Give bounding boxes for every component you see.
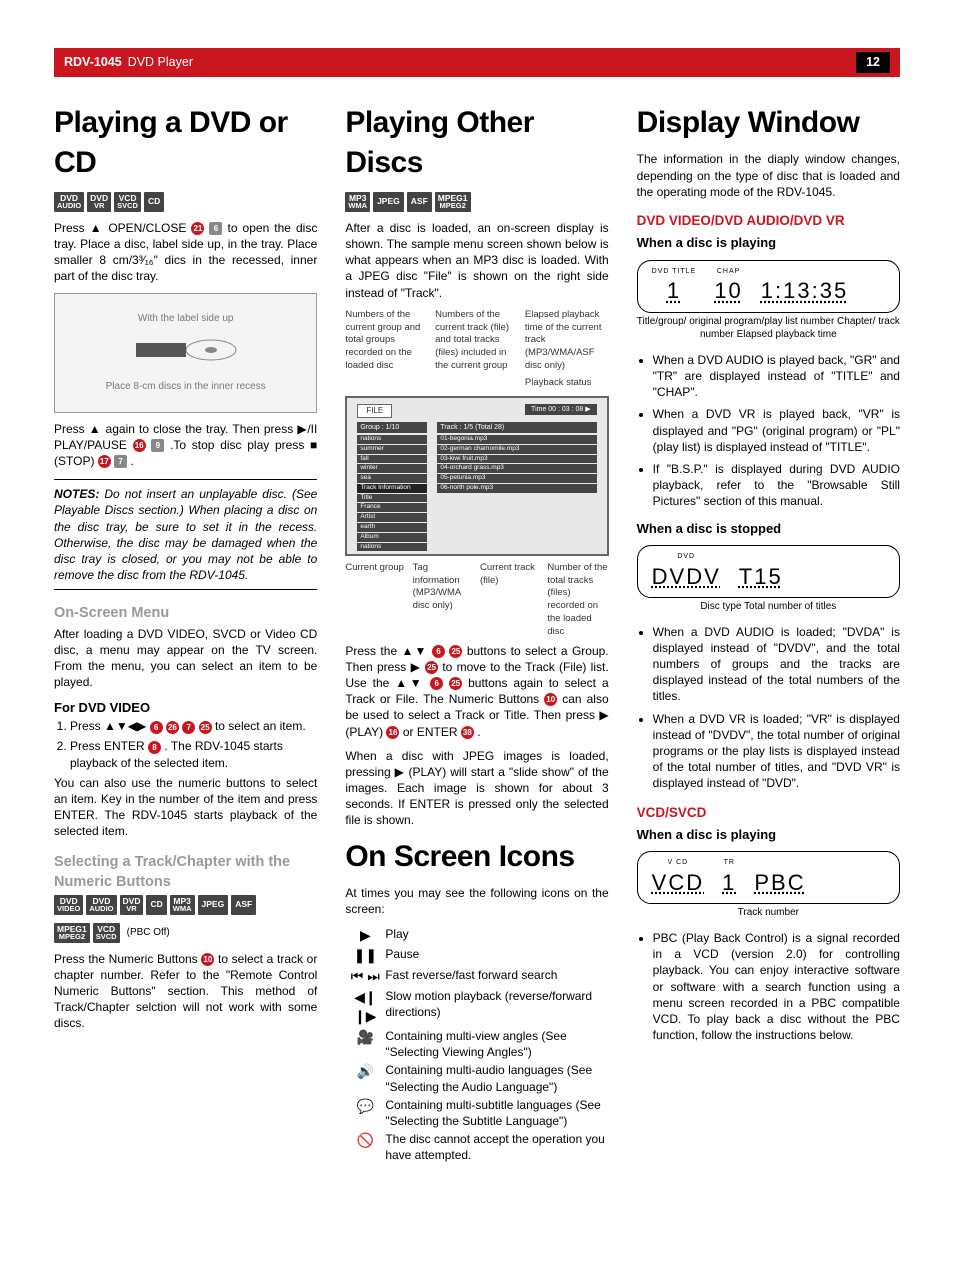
format-badge: DVDVIDEO: [54, 895, 83, 915]
screen-icon: ❚❚: [345, 946, 385, 965]
annot-top: Numbers of the current group and total g…: [345, 309, 608, 390]
format-badge: DVDAUDIO: [86, 895, 116, 915]
p-press-numeric: Press the Numeric Buttons 10 to select a…: [54, 951, 317, 1032]
figure-disc-tray: With the label side up Place 8-cm discs …: [54, 293, 317, 413]
h1-display-window: Display Window: [637, 103, 900, 144]
format-badge: DVDVR: [87, 192, 111, 212]
screen-icon: ⏮ ⏭: [345, 967, 385, 986]
ref-9: 9: [151, 439, 164, 452]
format-badges-2: DVDVIDEODVDAUDIODVDVRCDMP3WMAJPEGASF: [54, 895, 317, 915]
column-3: Display Window The information in the di…: [637, 103, 900, 1168]
h3-vcd-playing: When a disc is playing: [637, 826, 900, 844]
mp3-screen: FILE Time 00 : 03 : 08 ▶ Group : 1/10 na…: [345, 396, 608, 556]
format-badges-3: MPEG1MPEG2VCDSVCD(PBC Off): [54, 923, 317, 943]
lcd-stopped: DVDDVDV T15: [637, 545, 900, 598]
column-2: Playing Other Discs MP3WMAJPEGASFMPEG1MP…: [345, 103, 608, 1168]
format-badges-4: MP3WMAJPEGASFMPEG1MPEG2: [345, 192, 608, 212]
format-badge: MP3WMA: [345, 192, 370, 212]
icons-list: ▶Play❚❚Pause⏮ ⏭Fast reverse/fast forward…: [345, 926, 608, 1164]
p-numeric-buttons: You can also use the numeric buttons to …: [54, 775, 317, 840]
screen-icon: ▶: [345, 926, 385, 945]
h3-for-dvd-video: For DVD VIDEO: [54, 699, 317, 717]
ref-21: 21: [191, 222, 204, 235]
column-1: Playing a DVD or CD DVDAUDIODVDVRVCDSVCD…: [54, 103, 317, 1168]
product: DVD Player: [128, 54, 193, 71]
lcd-vcd: V CDVCDTR1 PBC: [637, 851, 900, 904]
screen-icon: ◀❙ ❙▶: [345, 988, 385, 1026]
h1-onscreen-icons: On Screen Icons: [345, 837, 608, 878]
h1-play-dvd-cd: Playing a DVD or CD: [54, 103, 317, 184]
format-badge: JPEG: [198, 895, 229, 915]
format-badge: VCDSVCD: [93, 923, 120, 943]
format-badge: VCDSVCD: [114, 192, 141, 212]
h4-vcd-svcd: VCD/SVCD: [637, 804, 900, 822]
header-bar: RDV-1045 DVD Player 12: [54, 48, 900, 77]
h2-select-track: Selecting a Track/Chapter with the Numer…: [54, 853, 317, 892]
p-icons-intro: At times you may see the following icons…: [345, 885, 608, 917]
format-badge: ASF: [407, 192, 432, 212]
p-jpeg-slideshow: When a disc with JPEG images is loaded, …: [345, 748, 608, 829]
annot-bot: Current group Tag information (MP3/WMA d…: [345, 562, 608, 639]
screen-icon: 🔊: [345, 1062, 385, 1081]
p-select-group: Press the ▲▼ 6 25 buttons to select a Gr…: [345, 643, 608, 740]
screen-icon: 💬: [345, 1097, 385, 1116]
format-badges-1: DVDAUDIODVDVRVCDSVCDCD: [54, 192, 317, 212]
lcd-playing: DVD TITLE1CHAP10 1:13:35: [637, 260, 900, 313]
h3-stopped: When a disc is stopped: [637, 520, 900, 538]
h2-onscreen-menu: On-Screen Menu: [54, 604, 317, 624]
format-badge: MPEG1MPEG2: [54, 923, 90, 943]
ref-17: 17: [98, 455, 111, 468]
p-display-intro: The information in the diaply window cha…: [637, 151, 900, 200]
format-badge: CD: [146, 895, 166, 915]
lcd1-caption: Title/group/ original program/play list …: [637, 315, 900, 342]
ref-10: 10: [201, 953, 214, 966]
format-badge: MP3WMA: [170, 895, 195, 915]
screen-icon: 🎥: [345, 1028, 385, 1047]
screen-icon: 🚫: [345, 1131, 385, 1150]
p-close-tray: Press ▲ again to close the tray. Then pr…: [54, 421, 317, 470]
h3-playing: When a disc is playing: [637, 234, 900, 252]
bullets-dvd-playing: When a DVD AUDIO is played back, "GR" an…: [637, 352, 900, 510]
h1-play-other: Playing Other Discs: [345, 103, 608, 184]
model: RDV-1045: [64, 54, 122, 71]
p-other-discs: After a disc is loaded, an on-screen dis…: [345, 220, 608, 301]
ref-6: 6: [209, 222, 222, 235]
format-badge: DVDVR: [120, 895, 144, 915]
p-onscreen-menu: After loading a DVD VIDEO, SVCD or Video…: [54, 626, 317, 691]
format-badge: CD: [144, 192, 164, 212]
steps-dvd-video: Press ▲▼◀▶ 6 26 7 25 to select an item. …: [54, 718, 317, 771]
format-badge: DVDAUDIO: [54, 192, 84, 212]
ref-7: 7: [114, 455, 127, 468]
ref-16: 16: [133, 439, 146, 452]
h4-dvd-modes: DVD VIDEO/DVD AUDIO/DVD VR: [637, 212, 900, 230]
lcd3-caption: Track number: [637, 906, 900, 920]
bullets-dvd-stopped: When a DVD AUDIO is loaded; "DVDA" is di…: [637, 624, 900, 792]
format-badge: ASF: [231, 895, 256, 915]
p-open-close: Press ▲ OPEN/CLOSE 21 6 to open the disc…: [54, 220, 317, 285]
format-badge: JPEG: [373, 192, 404, 212]
format-badge: MPEG1MPEG2: [435, 192, 471, 212]
bullets-vcd: PBC (Play Back Control) is a signal reco…: [637, 930, 900, 1043]
page-number: 12: [856, 52, 890, 73]
notes-box: NOTES: Do not insert an unplayable disc.…: [54, 479, 317, 590]
lcd2-caption: Disc type Total number of titles: [637, 600, 900, 614]
